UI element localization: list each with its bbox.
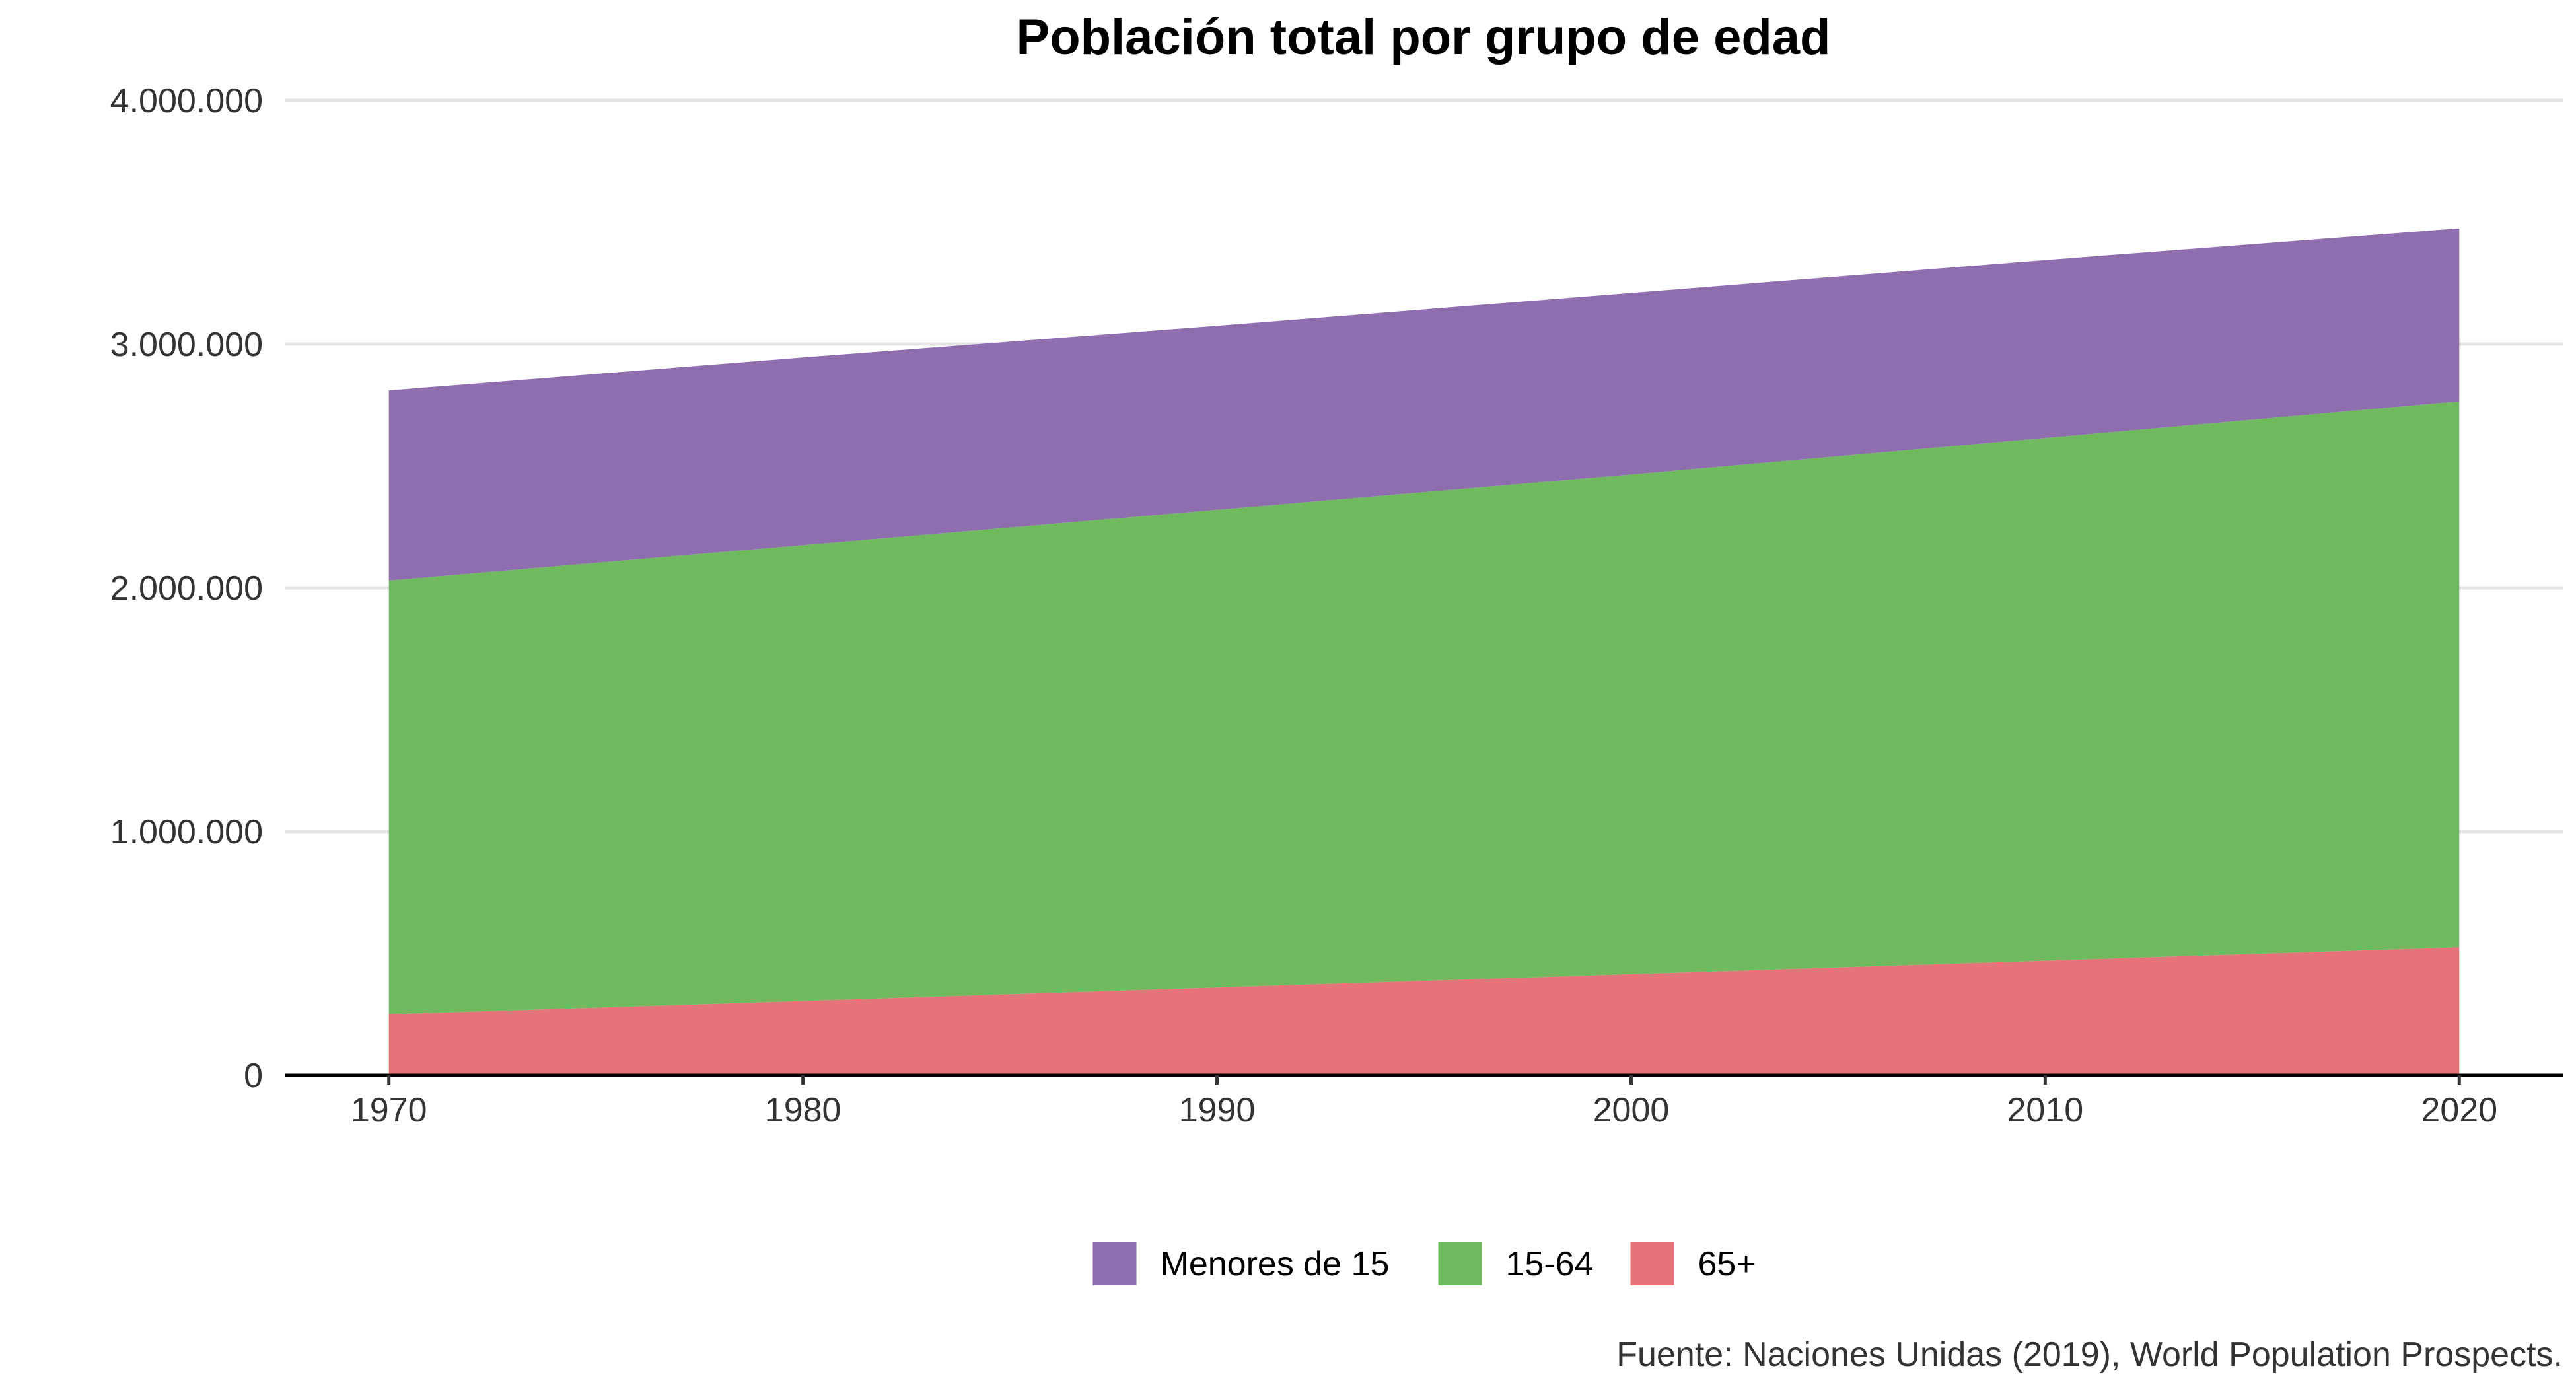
x-tick-label: 1980 — [765, 1091, 841, 1129]
chart-title: Población total por grupo de edad — [1017, 9, 1831, 65]
area-series-menores-de-15 — [388, 228, 2460, 581]
x-tick-label: 1970 — [351, 1091, 427, 1129]
y-tick-label: 0 — [244, 1057, 263, 1095]
x-tick-label: 2020 — [2421, 1091, 2497, 1129]
y-tick-label: 3.000.000 — [110, 326, 263, 364]
legend-label: 65+ — [1698, 1245, 1756, 1283]
axes: 0 1.000.000 2.000.000 3.000.000 4.000.000 197… — [110, 82, 2563, 1129]
x-tick-label: 1990 — [1179, 1091, 1256, 1129]
area-series-65 — [388, 947, 2460, 1075]
y-tick-label: 2.000.000 — [110, 569, 263, 608]
x-tick-label: 2010 — [2007, 1091, 2084, 1129]
legend-swatch — [1092, 1242, 1137, 1285]
x-tick-label: 2000 — [1593, 1091, 1670, 1129]
chart-caption: Fuente: Naciones Unidas (2019), World Po… — [1616, 1335, 2563, 1374]
area-series-15-64 — [388, 401, 2460, 1014]
area-layer — [388, 228, 2460, 1075]
legend-swatch — [1438, 1242, 1482, 1285]
legend: Menores de 15 15-64 65+ — [1092, 1242, 1756, 1285]
legend-swatch — [1630, 1242, 1674, 1285]
legend-label: Menores de 15 — [1161, 1245, 1390, 1283]
y-tick-label: 1.000.000 — [110, 813, 263, 851]
y-tick-label: 4.000.000 — [110, 82, 263, 120]
legend-label: 15-64 — [1506, 1245, 1594, 1283]
